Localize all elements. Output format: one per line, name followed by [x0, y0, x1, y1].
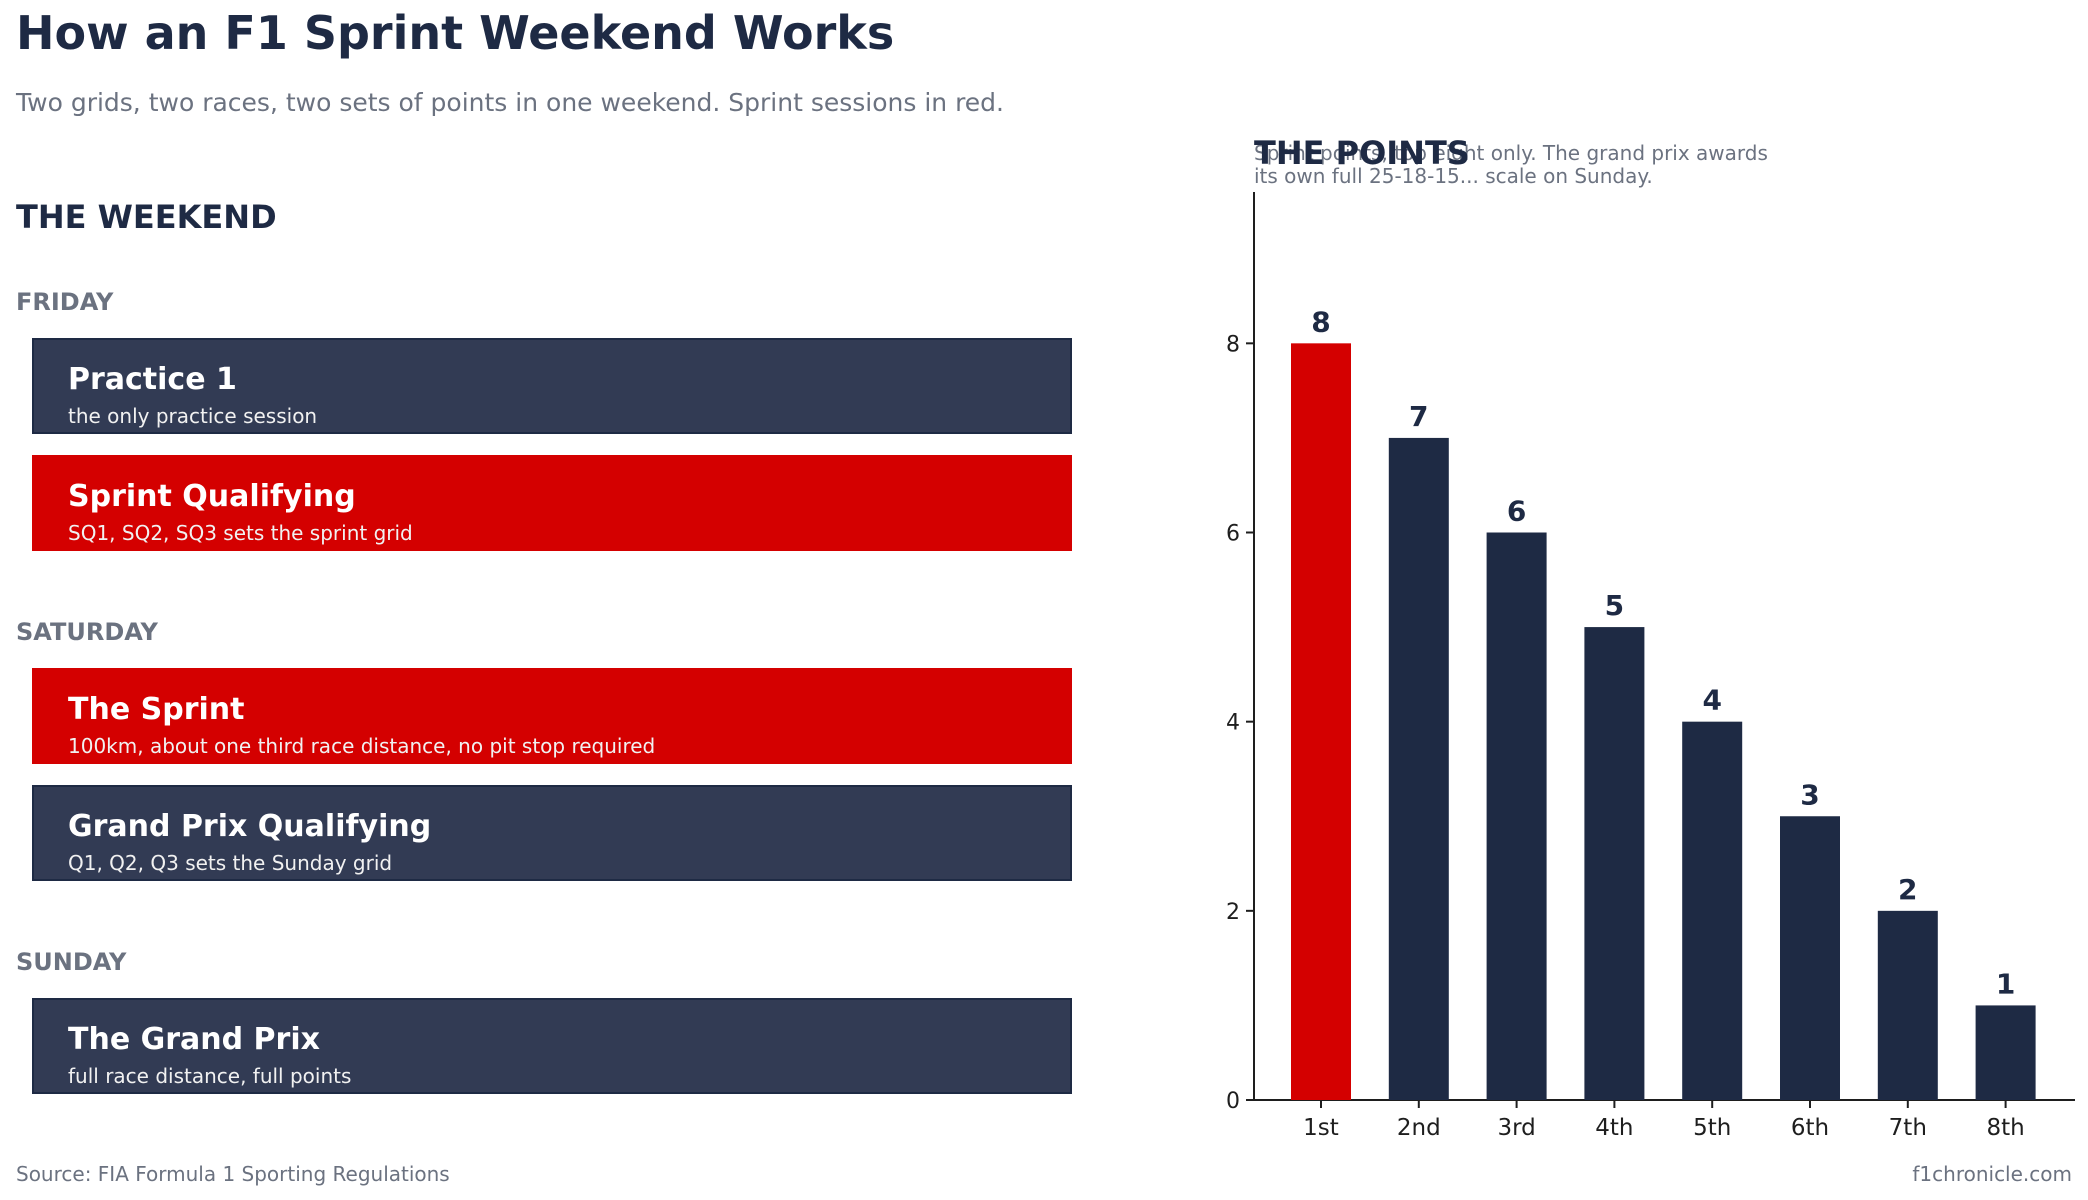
- bar: [1682, 721, 1743, 1100]
- x-tick-label: 3rd: [1497, 1115, 1535, 1141]
- x-tick-label: 6th: [1791, 1115, 1829, 1141]
- day-label-saturday: SATURDAY: [16, 618, 158, 646]
- points-heading: THE POINTS: [1254, 134, 1470, 172]
- x-tick-label: 1st: [1303, 1115, 1339, 1141]
- session-practice-1: Practice 1 the only practice session: [32, 338, 1072, 434]
- day-label-sunday: SUNDAY: [16, 948, 127, 976]
- x-tick-label: 7th: [1889, 1115, 1927, 1141]
- y-tick-label: 6: [1226, 522, 1240, 547]
- points-bar-chart: 0 2 4 6 8 8 1st 7 2nd 6 3rd 5 4th 4 5th 3 6th 2 7th 1 8th: [1226, 192, 2075, 1141]
- data-label: 7: [1409, 400, 1428, 433]
- bar: [1291, 343, 1351, 1100]
- x-tick-label: 5th: [1693, 1115, 1731, 1141]
- session-sprint-qualifying: Sprint Qualifying SQ1, SQ2, SQ3 sets the…: [32, 455, 1072, 551]
- x-tick-label: 4th: [1595, 1115, 1633, 1141]
- source-note: Source: FIA Formula 1 Sporting Regulatio…: [16, 1162, 450, 1186]
- session-the-sprint: The Sprint 100km, about one third race d…: [32, 668, 1072, 764]
- bar: [1975, 1005, 2036, 1100]
- data-label: 3: [1800, 778, 1819, 811]
- data-label: 6: [1507, 495, 1526, 528]
- data-label: 4: [1702, 684, 1721, 717]
- y-tick-label: 0: [1226, 1089, 1240, 1114]
- bar: [1780, 816, 1840, 1100]
- bar: [1584, 627, 1645, 1100]
- session-description: the only practice session: [68, 404, 318, 428]
- data-label: 8: [1311, 305, 1330, 338]
- y-tick-label: 8: [1226, 332, 1240, 357]
- session-the-grand-prix: The Grand Prix full race distance, full …: [32, 998, 1072, 1094]
- day-label-friday: FRIDAY: [16, 288, 114, 316]
- session-grand-prix-qualifying: Grand Prix Qualifying Q1, Q2, Q3 sets th…: [32, 785, 1072, 881]
- bar: [1388, 437, 1449, 1101]
- page-title: How an F1 Sprint Weekend Works: [16, 6, 895, 60]
- data-label: 5: [1605, 589, 1624, 622]
- session-description: SQ1, SQ2, SQ3 sets the sprint grid: [68, 521, 413, 545]
- data-label: 2: [1898, 873, 1917, 906]
- y-tick-label: 2: [1226, 900, 1240, 925]
- session-name: Grand Prix Qualifying: [68, 809, 432, 844]
- x-tick-label: 8th: [1986, 1115, 2024, 1141]
- session-description: Q1, Q2, Q3 sets the Sunday grid: [68, 851, 393, 875]
- site-credit: f1chronicle.com: [1912, 1162, 2072, 1186]
- points-note: Sprint points, top eight only. The grand…: [1254, 141, 1768, 188]
- session-description: 100km, about one third race distance, no…: [68, 734, 656, 758]
- session-description: full race distance, full points: [68, 1064, 352, 1088]
- x-tick-label: 2nd: [1397, 1115, 1441, 1141]
- bar: [1486, 532, 1547, 1100]
- session-name: The Grand Prix: [68, 1022, 320, 1057]
- page-subtitle: Two grids, two races, two sets of points…: [16, 88, 1005, 117]
- session-name: Practice 1: [68, 362, 237, 397]
- bar: [1877, 910, 1938, 1100]
- y-tick-label: 4: [1226, 711, 1240, 736]
- weekend-heading: THE WEEKEND: [16, 198, 277, 236]
- session-name: Sprint Qualifying: [68, 479, 356, 514]
- session-name: The Sprint: [68, 692, 245, 727]
- data-label: 1: [1996, 967, 2015, 1000]
